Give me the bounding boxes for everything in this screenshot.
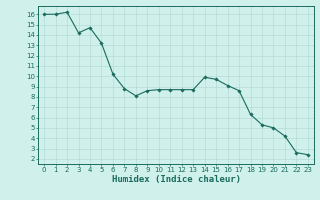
X-axis label: Humidex (Indice chaleur): Humidex (Indice chaleur) xyxy=(111,175,241,184)
